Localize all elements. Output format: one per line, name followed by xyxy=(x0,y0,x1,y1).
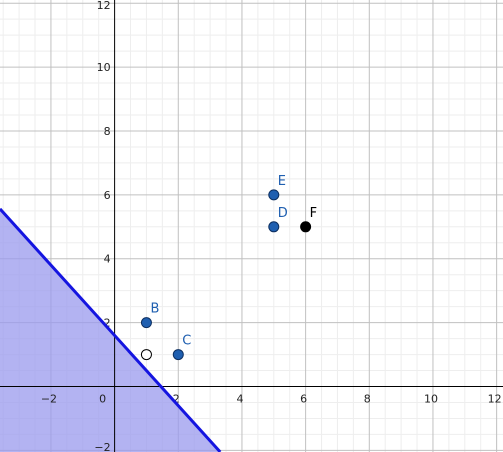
x-tick-label: −2 xyxy=(41,393,57,406)
y-tick-label: 8 xyxy=(104,125,111,138)
point-b[interactable] xyxy=(140,317,152,329)
x-tick-label: 10 xyxy=(424,393,438,406)
x-tick-label: 6 xyxy=(300,393,307,406)
point-label-e: E xyxy=(278,174,286,189)
x-tick-label: 0 xyxy=(99,393,106,406)
y-tick-label: 2 xyxy=(104,317,111,330)
point-label-c: C xyxy=(182,334,191,349)
x-tick-label: 2 xyxy=(173,393,180,406)
y-tick-label: −2 xyxy=(94,441,110,452)
y-tick-label: 4 xyxy=(104,253,111,266)
point-f[interactable] xyxy=(300,221,312,233)
x-tick-label: 8 xyxy=(364,393,371,406)
point-d[interactable] xyxy=(268,221,280,233)
point-label-f: F xyxy=(310,206,317,221)
points: B C D E F xyxy=(140,174,317,361)
tick-labels: −2 0 2 4 6 8 10 12 −2 2 4 6 8 10 12 xyxy=(41,0,502,452)
y-tick-label: 6 xyxy=(104,189,111,202)
point-c[interactable] xyxy=(172,349,184,361)
point-e[interactable] xyxy=(268,189,280,201)
x-tick-label: 12 xyxy=(488,393,502,406)
y-tick-label: 10 xyxy=(97,61,111,74)
point-label-d: D xyxy=(278,206,288,221)
point-open[interactable] xyxy=(140,349,152,361)
y-tick-label: 12 xyxy=(97,0,111,12)
point-label-b: B xyxy=(150,302,159,317)
x-tick-label: 4 xyxy=(236,393,243,406)
boundary-line[interactable] xyxy=(0,207,222,452)
